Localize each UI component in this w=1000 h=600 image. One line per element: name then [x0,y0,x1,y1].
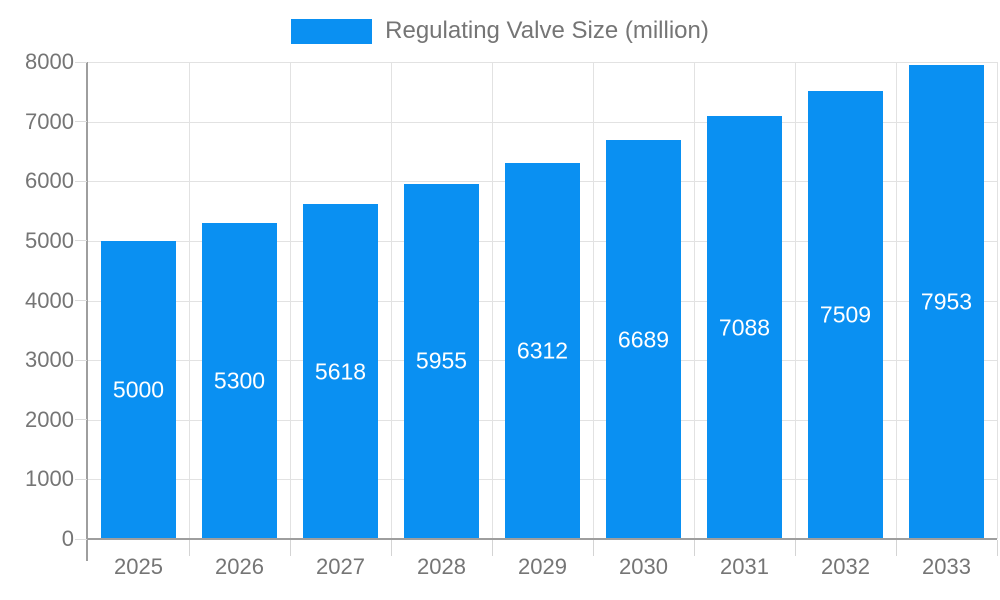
x-axis-tick [592,540,594,556]
y-axis-tick-label: 0 [61,526,74,551]
y-axis-tick [75,359,87,361]
legend-label: Regulating Valve Size (million) [385,17,709,44]
y-axis-line [86,62,88,561]
bar-2029[interactable]: 6312 [505,162,580,539]
x-axis-tick-label: 2025 [114,554,163,579]
y-axis-tick-label: 2000 [25,406,74,432]
x-axis-tick-label: 2032 [821,554,870,579]
y-axis-tick [75,240,87,242]
gridline-vertical [491,62,493,539]
y-axis-tick-label: 4000 [25,287,74,313]
y-axis-tick [75,538,87,540]
gridline-horizontal [88,62,997,63]
bar-2030[interactable]: 6689 [606,140,681,539]
x-axis-tick [996,540,998,556]
y-axis-tick-label: 5000 [25,227,74,253]
y-axis-tick [75,478,87,480]
bar-2032[interactable]: 7509 [808,91,883,539]
bar-2027[interactable]: 5618 [303,204,378,539]
y-axis-tick-label: 1000 [25,466,74,492]
bar-2031[interactable]: 7088 [707,116,782,539]
y-axis-tick [75,419,87,421]
legend-item[interactable]: Regulating Valve Size (million) [0,17,1000,45]
bar-value-label: 5000 [112,376,165,403]
x-axis-tick [693,540,695,556]
x-axis-tick-label: 2030 [619,554,668,579]
x-axis-tick-label: 2027 [316,554,365,579]
gridline-vertical [289,62,291,539]
bar-value-label: 5618 [314,358,367,385]
gridline-vertical [693,62,695,539]
x-axis-tick-label: 2028 [417,554,466,579]
bar-value-label: 6312 [516,337,569,364]
y-axis-tick [75,121,87,123]
plot-area: 5000 5300 5618 5955 6312 6689 7088 7509 7953 [88,62,998,539]
bar-value-label: 5955 [415,347,468,374]
gridline-vertical [592,62,594,539]
bar-2033[interactable]: 7953 [909,64,984,539]
y-axis-tick [75,180,87,182]
bar-value-label: 7088 [718,314,771,341]
x-axis-tick [895,540,897,556]
gridline-horizontal [88,121,997,123]
bar-value-label: 7509 [819,301,872,328]
y-axis-tick-label: 8000 [25,49,74,74]
gridline-vertical [996,62,998,539]
y-axis-tick [75,300,87,301]
y-axis-tick-label: 7000 [25,108,74,134]
y-axis-tick [75,61,87,63]
bar-value-label: 5300 [213,367,266,394]
x-axis-tick [491,540,493,556]
y-axis-tick-label: 3000 [25,347,74,373]
x-axis-tick-label: 2033 [922,554,971,579]
bar-value-label: 7953 [920,288,973,315]
bar-2026[interactable]: 5300 [202,223,277,539]
x-axis-tick [794,540,796,556]
gridline-vertical [794,62,796,539]
y-axis-tick-label: 6000 [25,168,74,194]
gridline-vertical [188,62,190,539]
x-axis-tick [390,540,392,556]
gridline-vertical [390,62,392,539]
bar-value-label: 6689 [617,326,670,353]
x-axis-tick-label: 2029 [518,554,567,579]
x-axis-tick-label: 2031 [720,554,769,579]
gridline-vertical [895,62,897,539]
x-axis-tick [289,540,291,556]
x-axis-line [88,538,997,540]
x-axis-tick-label: 2026 [215,554,264,579]
bar-2028[interactable]: 5955 [404,183,479,539]
bar-2025[interactable]: 5000 [101,240,176,539]
x-axis-tick [188,540,190,556]
legend-swatch [291,18,373,44]
